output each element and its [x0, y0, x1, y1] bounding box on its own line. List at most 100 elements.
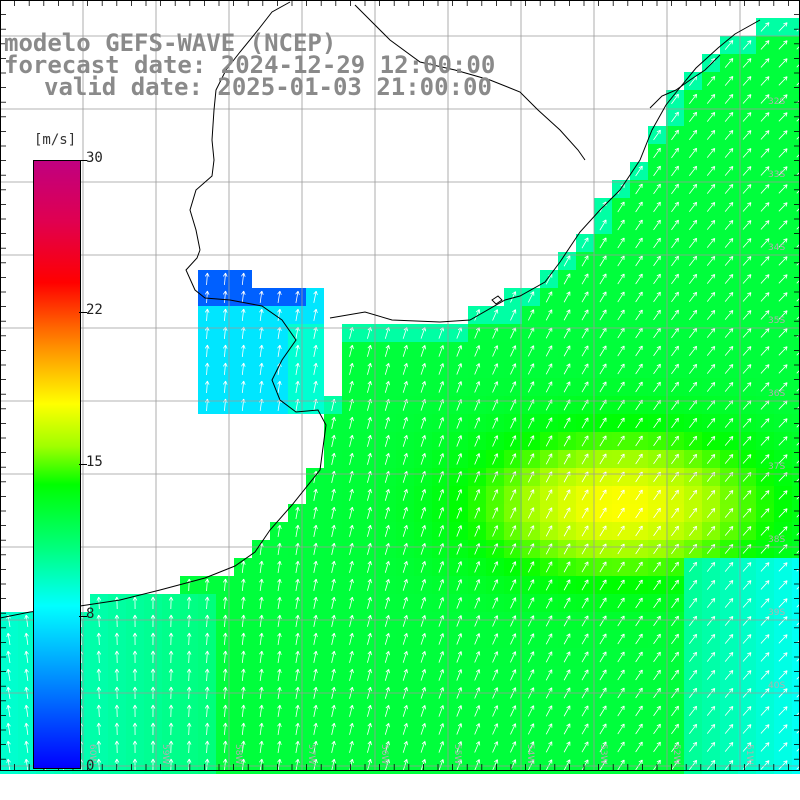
wind-arrow — [259, 596, 264, 609]
lon-label: 52W — [671, 744, 681, 764]
wind-arrow — [367, 452, 372, 465]
wind-arrow — [313, 596, 318, 609]
wind-arrow — [671, 741, 679, 753]
colorbar-label-8: 8 — [86, 606, 95, 622]
wind-arrow — [510, 723, 517, 735]
lon-label: 53W — [598, 744, 608, 764]
wind-arrow — [277, 668, 282, 681]
wind-arrow — [474, 579, 481, 591]
wind-arrow — [671, 291, 679, 303]
wind-arrow — [706, 327, 716, 338]
wind-arrow — [186, 668, 192, 682]
wind-arrow — [492, 615, 499, 627]
wind-arrow — [599, 669, 607, 681]
wind-arrow — [563, 579, 571, 591]
wind-arrow — [295, 614, 300, 627]
wind-arrow — [796, 747, 800, 752]
wind-arrow — [760, 670, 770, 680]
wind-arrow — [367, 740, 372, 753]
wind-arrow — [742, 58, 752, 68]
wind-arrow — [295, 290, 300, 303]
wind-arrow — [617, 201, 625, 213]
wind-arrow — [132, 632, 138, 646]
wind-arrow — [474, 363, 481, 375]
wind-arrow — [635, 723, 643, 735]
wind-arrow — [438, 525, 445, 537]
wind-arrow — [796, 459, 800, 464]
wind-arrow — [581, 309, 589, 321]
wind-arrow — [545, 669, 553, 681]
wind-arrow — [384, 434, 390, 447]
wind-arrow — [456, 345, 463, 357]
wind-arrow — [456, 525, 463, 537]
wind-arrow — [653, 543, 661, 555]
wind-arrow — [313, 560, 318, 573]
wind-arrow — [510, 471, 517, 483]
wind-arrow — [367, 344, 372, 357]
wind-arrow — [277, 560, 282, 573]
wind-arrow — [689, 219, 698, 230]
wind-arrow — [617, 597, 625, 609]
wind-arrow — [186, 722, 192, 736]
wind-arrow — [724, 670, 734, 680]
wind-arrow — [384, 596, 390, 609]
wind-arrow — [259, 578, 264, 591]
wind-arrow — [420, 435, 427, 447]
lat-label: 36S — [768, 389, 785, 399]
wind-arrow — [796, 117, 800, 122]
wind-arrow — [635, 291, 643, 303]
wind-arrow — [420, 417, 427, 429]
wind-arrow — [653, 561, 661, 573]
wind-arrow — [635, 525, 643, 537]
wind-arrow — [313, 668, 318, 681]
wind-arrow — [796, 153, 800, 158]
wind-arrow — [492, 507, 499, 519]
wind-arrow — [545, 291, 553, 303]
wind-arrow — [241, 614, 246, 628]
wind-arrow — [367, 434, 372, 447]
wind-arrow — [510, 669, 517, 681]
wind-arrow — [132, 704, 138, 718]
wind-arrow — [617, 615, 625, 627]
wind-arrow — [706, 93, 716, 104]
wind-arrow — [527, 579, 535, 591]
wind-arrow — [313, 524, 318, 537]
wind-arrow — [259, 740, 264, 753]
wind-arrow — [671, 759, 679, 771]
wind-arrow — [222, 344, 228, 358]
wind-arrow — [474, 723, 481, 735]
wind-arrow — [474, 597, 481, 609]
wind-arrow — [545, 417, 553, 429]
wind-arrow — [796, 711, 800, 716]
wind-cell — [792, 216, 800, 234]
wind-arrow — [617, 381, 625, 393]
wind-arrow — [742, 580, 752, 590]
wind-arrow — [277, 380, 282, 393]
wind-arrow — [760, 724, 770, 734]
wind-cell — [792, 90, 800, 108]
wind-arrow — [689, 111, 698, 122]
wind-arrow — [168, 758, 174, 772]
wind-arrow — [671, 381, 679, 393]
wind-arrow — [474, 417, 481, 429]
wind-arrow — [689, 327, 698, 338]
wind-arrow — [402, 506, 408, 519]
lat-lon-grid — [0, 0, 800, 771]
wind-arrow — [778, 94, 788, 104]
wind-arrow — [331, 416, 336, 429]
wind-arrow — [277, 290, 282, 303]
wind-arrow — [331, 632, 336, 645]
wind-arrow — [241, 722, 246, 736]
wind-arrow — [760, 274, 770, 284]
wind-speed-field — [0, 18, 800, 774]
wind-arrow — [132, 740, 138, 754]
wind-arrow — [671, 543, 679, 555]
wind-arrow — [438, 615, 445, 627]
wind-arrow — [456, 471, 463, 483]
wind-arrow — [402, 596, 408, 609]
wind-arrow — [384, 452, 390, 465]
wind-arrow — [742, 112, 752, 122]
wind-arrow — [349, 380, 354, 393]
wind-cell — [792, 54, 800, 72]
wind-arrow — [742, 724, 752, 734]
